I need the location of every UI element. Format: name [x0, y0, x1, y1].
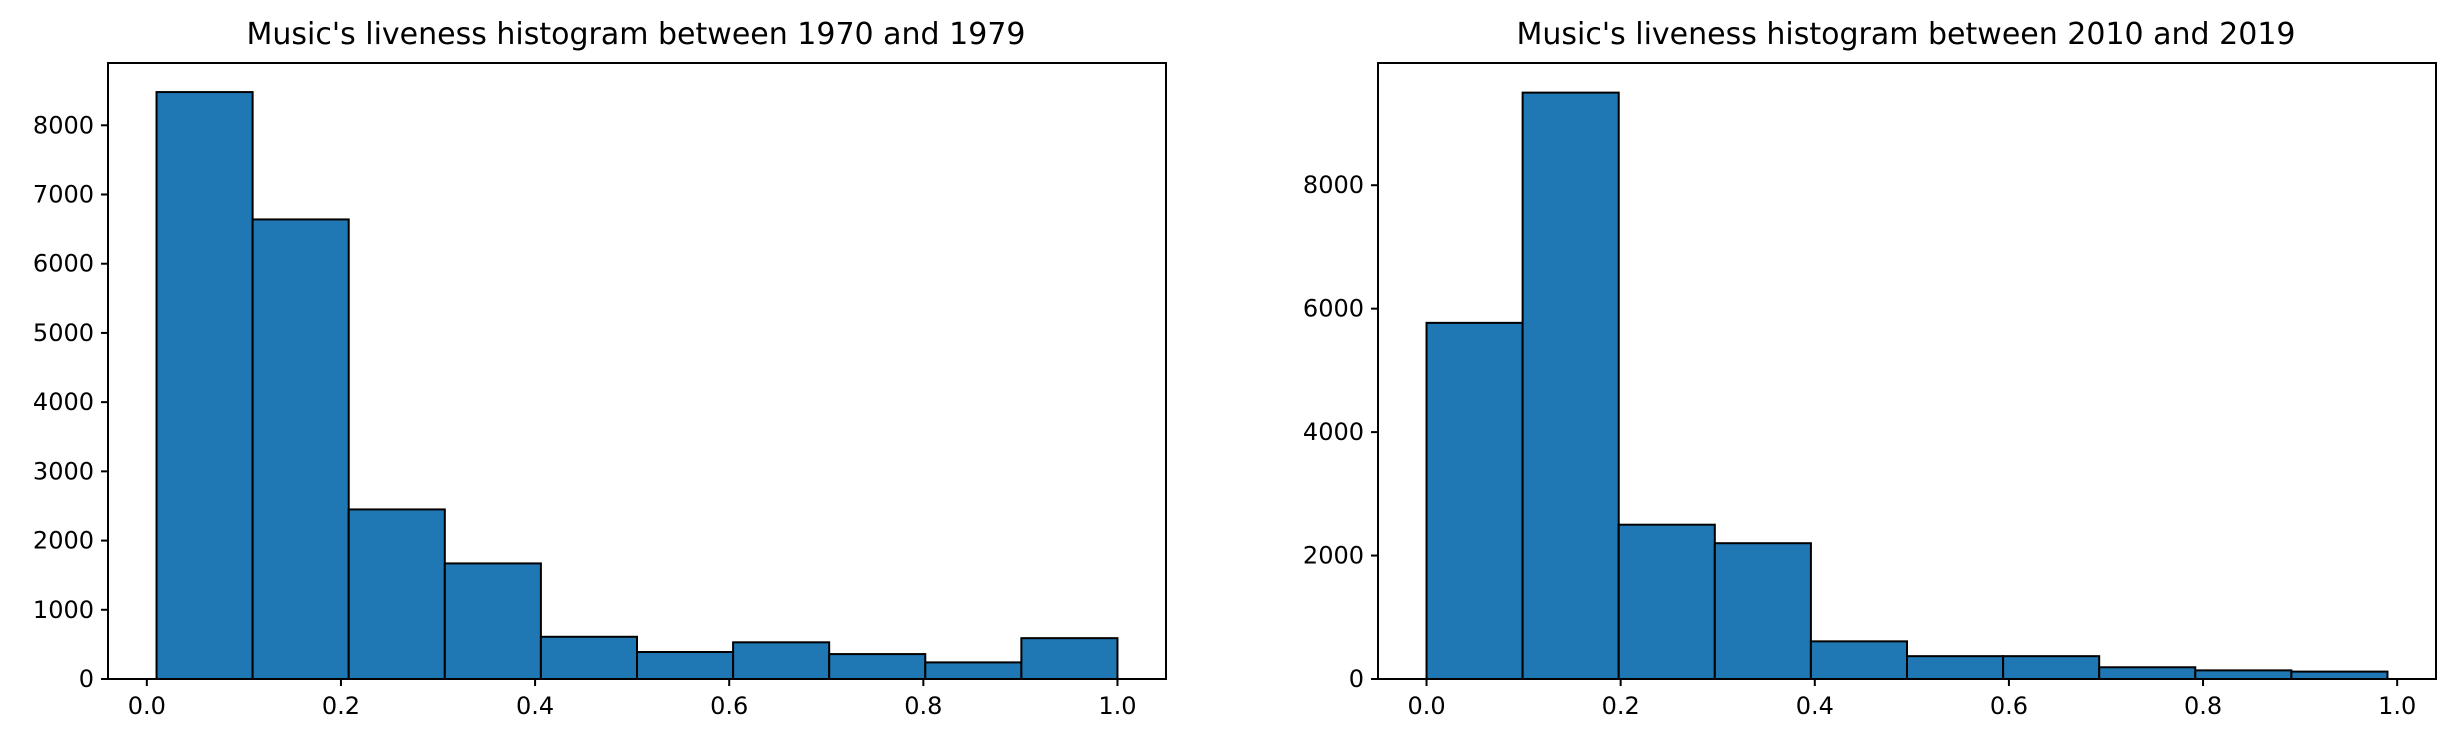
y-tick-label: 0: [79, 665, 94, 693]
histogram-bar: [1617, 523, 1716, 681]
histogram-bar: [1906, 655, 2005, 681]
histogram-1970s: Music's liveness histogram between 1970 …: [33, 17, 1167, 720]
x-axis: 0.0 0.2 0.4 0.6 0.8 1.0: [1407, 679, 2416, 720]
x-tick-label: 0.2: [322, 692, 360, 720]
chart-title: Music's liveness histogram between 2010 …: [1516, 17, 2295, 52]
histogram-bar: [2002, 655, 2101, 681]
y-tick-label: 8000: [1303, 171, 1364, 199]
y-tick-label: 8000: [33, 111, 94, 139]
chart-title: Music's liveness histogram between 1970 …: [246, 17, 1025, 52]
x-axis: 0.0 0.2 0.4 0.6 0.8 1.0: [128, 679, 1137, 720]
histogram-bar: [2098, 666, 2197, 680]
x-tick-label: 0.8: [904, 692, 942, 720]
y-tick-label: 6000: [33, 250, 94, 278]
histogram-bar: [347, 508, 446, 680]
histogram-bar: [924, 661, 1023, 681]
histogram-bar: [1521, 91, 1620, 680]
y-tick-label: 3000: [33, 457, 94, 485]
y-tick-label: 2000: [1303, 542, 1364, 570]
histogram-bar: [539, 635, 639, 681]
y-axis: 0 2000 4000 6000 8000: [1303, 171, 1378, 693]
plot-frame: [1377, 62, 2437, 680]
x-tick-label: 0.0: [128, 692, 166, 720]
plot-frame: [107, 62, 1167, 680]
histogram-bar: [1809, 640, 1908, 680]
histogram-bar: [2194, 669, 2293, 680]
y-tick-label: 5000: [33, 319, 94, 347]
histogram-bar: [1020, 637, 1119, 681]
histogram-bar: [155, 91, 254, 681]
y-tick-label: 2000: [33, 527, 94, 555]
y-tick-label: 4000: [1303, 418, 1364, 446]
x-tick-label: 1.0: [1098, 692, 1136, 720]
y-axis: 0 1000 2000 3000 4000 5000 6000 7000 8000: [33, 111, 108, 693]
histogram-bar: [443, 562, 542, 681]
histogram-bar: [1425, 321, 1524, 680]
x-tick-label: 0.0: [1407, 692, 1445, 720]
x-tick-label: 0.4: [1796, 692, 1834, 720]
histogram-bar: [732, 641, 831, 680]
x-tick-label: 1.0: [2378, 692, 2416, 720]
histogram-bar: [251, 218, 350, 680]
y-tick-label: 1000: [33, 596, 94, 624]
y-tick-label: 7000: [33, 181, 94, 209]
bars: [155, 91, 1119, 681]
histogram-bar: [2290, 670, 2389, 681]
histogram-bar: [828, 653, 927, 680]
histogram-2010s: Music's liveness histogram between 2010 …: [1303, 17, 2437, 720]
y-tick-label: 4000: [33, 388, 94, 416]
x-tick-label: 0.4: [516, 692, 554, 720]
histogram-bar: [636, 651, 735, 680]
y-tick-label: 0: [1349, 665, 1364, 693]
x-tick-label: 0.6: [1990, 692, 2028, 720]
x-tick-label: 0.6: [710, 692, 748, 720]
histogram-bar: [1713, 542, 1812, 681]
y-tick-label: 6000: [1303, 295, 1364, 323]
x-tick-label: 0.2: [1602, 692, 1640, 720]
x-tick-label: 0.8: [2184, 692, 2222, 720]
